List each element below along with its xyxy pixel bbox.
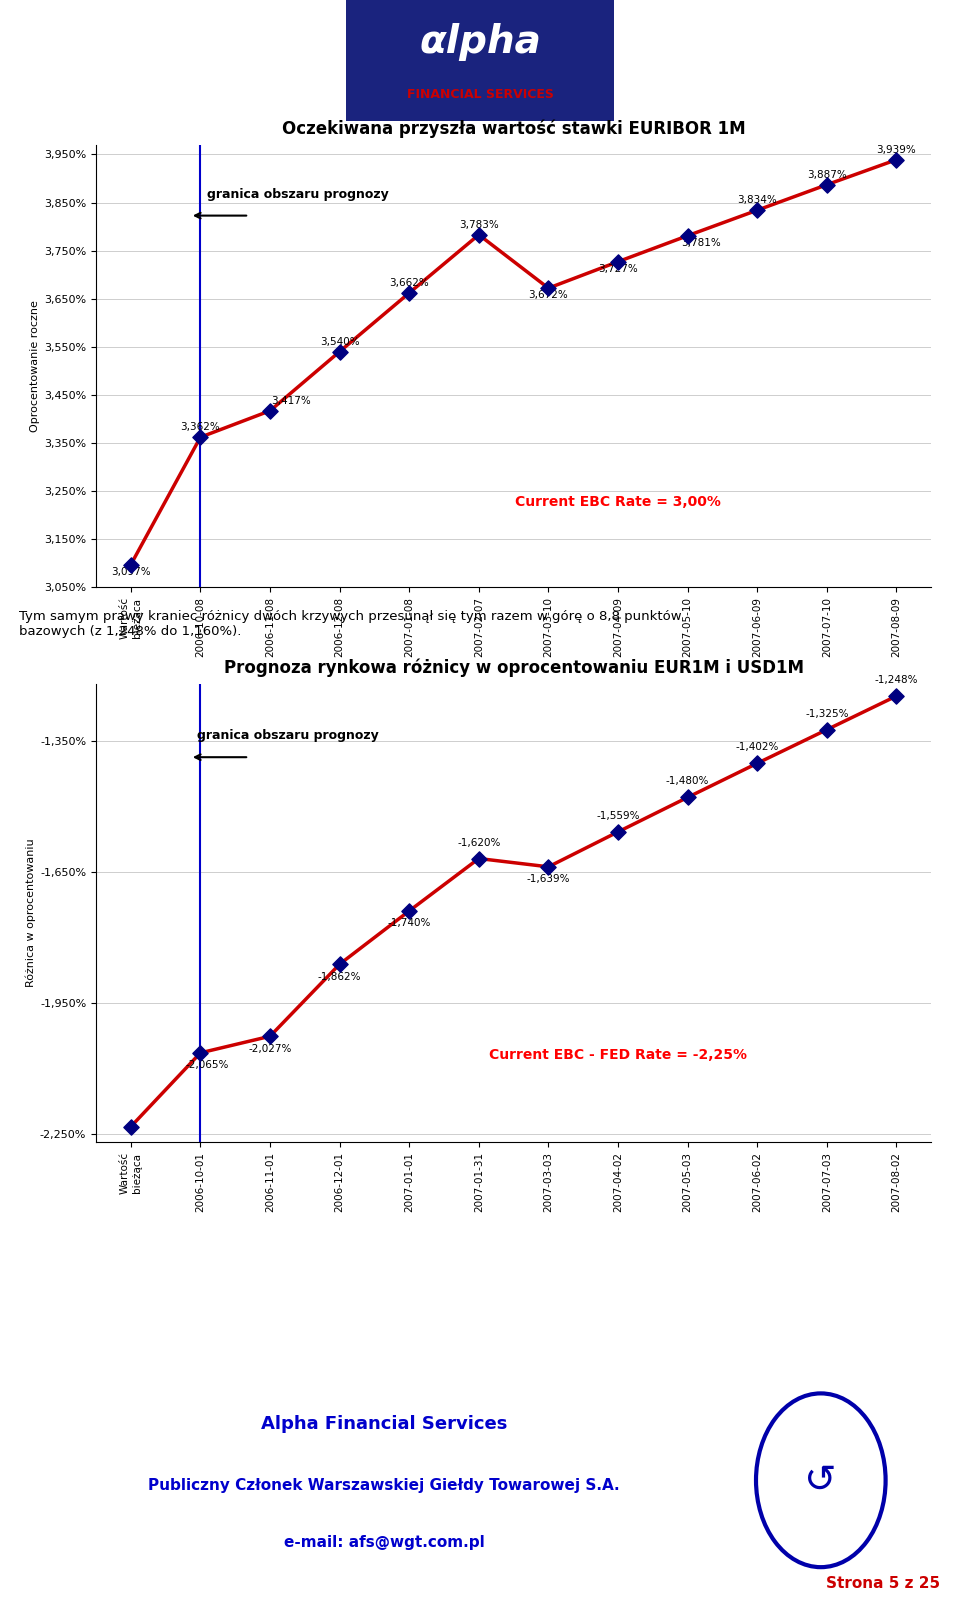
Point <box>540 275 556 301</box>
Point <box>819 718 834 743</box>
Point <box>471 222 487 248</box>
Bar <box>346 0 614 121</box>
Text: -1,480%: -1,480% <box>666 777 709 787</box>
Point <box>540 854 556 880</box>
Text: 3,834%: 3,834% <box>737 195 777 206</box>
Point <box>332 339 348 365</box>
Text: Current EBC Rate = 3,00%: Current EBC Rate = 3,00% <box>516 494 721 508</box>
Text: -2,027%: -2,027% <box>249 1044 292 1054</box>
Y-axis label: Oprocentowanie roczne: Oprocentowanie roczne <box>30 301 40 431</box>
Y-axis label: Różnica w oprocentowaniu: Różnica w oprocentowaniu <box>25 838 36 988</box>
Text: -1,402%: -1,402% <box>735 742 779 753</box>
Text: granica obszaru prognozy: granica obszaru prognozy <box>207 188 389 201</box>
Point <box>611 249 626 275</box>
Text: 3,362%: 3,362% <box>180 423 220 433</box>
Point <box>193 425 208 451</box>
Point <box>750 750 765 776</box>
Text: -1,862%: -1,862% <box>318 972 361 981</box>
Text: -1,248%: -1,248% <box>875 676 918 685</box>
Text: -1,740%: -1,740% <box>388 919 431 928</box>
Point <box>401 898 417 924</box>
Text: -1,559%: -1,559% <box>596 811 639 821</box>
Point <box>819 172 834 198</box>
Text: 3,672%: 3,672% <box>529 290 568 301</box>
Text: -1,639%: -1,639% <box>527 874 570 885</box>
Point <box>889 684 904 710</box>
Title: Prognoza rynkowa różnicy w oprocentowaniu EUR1M i USD1M: Prognoza rynkowa różnicy w oprocentowani… <box>224 658 804 677</box>
Point <box>332 951 348 977</box>
Text: Tym samym prawy kraniec różnicy dwóch krzywych przesunął się tym razem w górę o : Tym samym prawy kraniec różnicy dwóch kr… <box>19 610 682 637</box>
Title: Oczekiwana przyszła wartość stawki EURIBOR 1M: Oczekiwana przyszła wartość stawki EURIB… <box>282 119 745 138</box>
Point <box>471 846 487 872</box>
Text: 3,887%: 3,887% <box>807 171 847 180</box>
Text: Alpha Financial Services: Alpha Financial Services <box>261 1414 507 1432</box>
Point <box>401 280 417 306</box>
Text: Publiczny Członek Warszawskiej Giełdy Towarowej S.A.: Publiczny Członek Warszawskiej Giełdy To… <box>148 1479 620 1493</box>
Point <box>193 1039 208 1065</box>
Point <box>680 222 695 248</box>
Point <box>123 552 138 578</box>
Text: 3,417%: 3,417% <box>271 396 311 405</box>
Point <box>611 819 626 845</box>
Text: e-mail: afs@wgt.com.pl: e-mail: afs@wgt.com.pl <box>283 1535 485 1549</box>
Text: Current EBC - FED Rate = -2,25%: Current EBC - FED Rate = -2,25% <box>489 1049 747 1062</box>
Text: -2,065%: -2,065% <box>185 1060 229 1070</box>
Text: Strona 5 z 25: Strona 5 z 25 <box>827 1575 940 1591</box>
Text: granica obszaru prognozy: granica obszaru prognozy <box>197 729 378 742</box>
Point <box>680 785 695 811</box>
Point <box>262 397 277 423</box>
Point <box>262 1023 277 1049</box>
Text: FINANCIAL SERVICES: FINANCIAL SERVICES <box>407 87 553 101</box>
Text: 3,727%: 3,727% <box>598 264 637 274</box>
Point <box>750 198 765 224</box>
Point <box>123 1113 138 1139</box>
Text: 3,781%: 3,781% <box>682 238 721 248</box>
Text: 3,939%: 3,939% <box>876 145 916 154</box>
Text: 3,662%: 3,662% <box>390 278 429 288</box>
Text: 3,097%: 3,097% <box>111 566 151 576</box>
Text: ↺: ↺ <box>804 1461 837 1500</box>
Text: 3,783%: 3,783% <box>459 220 498 230</box>
Text: αlpha: αlpha <box>420 23 540 61</box>
Point <box>889 146 904 172</box>
Text: -1,325%: -1,325% <box>805 708 849 719</box>
Text: -1,620%: -1,620% <box>457 838 500 848</box>
Text: 3,540%: 3,540% <box>320 336 359 348</box>
